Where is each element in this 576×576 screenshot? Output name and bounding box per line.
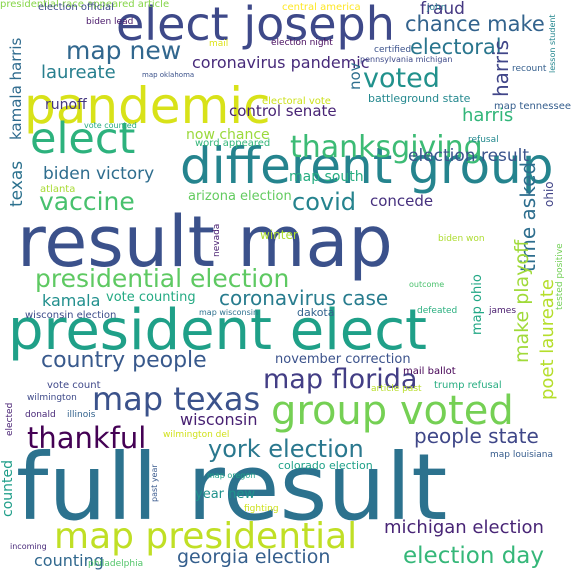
cloud-word: wilmington del: [163, 430, 230, 440]
cloud-word: map oregon: [207, 471, 256, 480]
cloud-word: georgia election: [177, 546, 331, 568]
cloud-word: presidential race appeared article: [0, 0, 170, 10]
cloud-word: article past: [371, 384, 422, 394]
cloud-word: election day: [403, 543, 545, 569]
cloud-word: trump refusal: [434, 380, 502, 391]
cloud-word: philadelphia: [88, 559, 144, 569]
cloud-word: word appeared: [195, 138, 271, 149]
cloud-word: vote counted: [84, 121, 137, 130]
cloud-word: presidential election: [35, 264, 290, 293]
cloud-word: election night: [271, 38, 333, 48]
cloud-word: electoral vote: [262, 96, 331, 107]
cloud-word: election result: [408, 146, 530, 166]
cloud-word: elect joseph: [116, 0, 395, 51]
cloud-word: country people: [41, 348, 207, 373]
cloud-word: vaccine: [39, 187, 135, 216]
cloud-word: james: [489, 306, 517, 316]
cloud-word: coronavirus case: [219, 286, 389, 310]
cloud-word: control senate: [229, 102, 337, 120]
cloud-word: incoming: [10, 542, 47, 551]
cloud-word: map south: [289, 169, 364, 185]
cloud-word: group voted: [271, 388, 514, 434]
cloud-word: biden victory: [43, 164, 155, 184]
cloud-word: york election: [208, 435, 364, 463]
cloud-word: winter: [260, 228, 298, 242]
cloud-word: map ohio: [470, 274, 485, 335]
cloud-word: chance make: [405, 12, 545, 36]
cloud-word: map wisconsin: [199, 308, 259, 317]
cloud-word: defeated: [417, 306, 458, 316]
cloud-word: atlanta: [40, 184, 76, 195]
cloud-word: map tennessee: [494, 101, 572, 112]
cloud-word: mail: [209, 39, 229, 49]
cloud-word: battleground state: [368, 92, 471, 105]
cloud-word: kamala harris: [7, 37, 25, 140]
cloud-word: people state: [414, 424, 539, 448]
cloud-word: counted: [0, 460, 16, 517]
cloud-word: vote count: [47, 380, 101, 391]
cloud-word: biden won: [438, 234, 485, 244]
cloud-word: thanksgiving: [290, 130, 483, 165]
cloud-word: electoral: [410, 35, 502, 59]
cloud-word: voted: [363, 63, 440, 94]
cloud-word: election official: [38, 2, 114, 13]
cloud-word: harris: [489, 39, 513, 97]
cloud-word: wisconsin: [180, 410, 258, 429]
cloud-word: ohio: [542, 181, 556, 207]
cloud-word: year new: [195, 487, 256, 502]
cloud-word: result map: [17, 201, 393, 283]
cloud-word: wisconsin election: [25, 310, 117, 321]
cloud-word: make playoff: [511, 239, 533, 363]
cloud-word: refusal: [468, 135, 499, 145]
cloud-word: outcome: [409, 280, 445, 289]
cloud-word: november correction: [275, 352, 411, 367]
cloud-word: map texas: [92, 380, 261, 418]
cloud-word: mail ballot: [403, 366, 456, 377]
cloud-word: now chance: [186, 127, 270, 143]
cloud-word: coronavirus pandemic: [192, 53, 370, 72]
cloud-word: pandemic: [24, 77, 271, 135]
cloud-word: counting: [34, 551, 104, 570]
cloud-word: elected: [5, 402, 15, 436]
cloud-word: past year: [150, 464, 159, 502]
cloud-word: donald: [25, 410, 56, 420]
cloud-word: lesson student: [548, 14, 557, 73]
cloud-word: covid: [292, 188, 356, 216]
cloud-word: texas: [7, 160, 27, 207]
cloud-word: certified: [374, 45, 412, 55]
cloud-word: map oklahoma: [142, 71, 195, 79]
cloud-word: recount: [512, 64, 547, 74]
cloud-word: laureate: [41, 62, 116, 83]
cloud-word: arizona election: [188, 189, 292, 204]
cloud-word: pennsylvania michigan: [360, 55, 453, 64]
cloud-word: nov: [346, 62, 364, 90]
cloud-word: kamala: [42, 291, 101, 310]
cloud-word: map new: [66, 36, 182, 65]
cloud-word: central america: [282, 2, 361, 13]
cloud-word: nevada: [212, 223, 222, 257]
cloud-word: fighting: [244, 504, 279, 514]
cloud-word: map florida: [263, 364, 418, 395]
cloud-word: vote counting: [106, 290, 196, 305]
cloud-word: dakota: [297, 306, 335, 319]
cloud-word: colorado election: [278, 459, 373, 472]
cloud-word: tested positive: [555, 243, 565, 310]
cloud-word: michigan election: [384, 517, 544, 538]
cloud-word: map louisiana: [490, 450, 553, 460]
cloud-word: wilmington: [27, 393, 77, 403]
cloud-word: president elect: [8, 298, 427, 363]
cloud-word: elect: [30, 114, 136, 164]
cloud-word: different group: [180, 137, 554, 195]
cloud-word: biden lead: [86, 17, 134, 27]
cloud-word: map presidential: [54, 516, 358, 557]
cloud-word: john: [427, 3, 447, 13]
cloud-word: runoff: [45, 97, 87, 113]
cloud-word: thankful: [27, 421, 147, 455]
cloud-word: full result: [16, 434, 448, 541]
cloud-word: harris: [462, 105, 514, 126]
cloud-word: fraud: [420, 0, 465, 19]
cloud-word: illinois: [67, 410, 96, 420]
cloud-word: concede: [370, 192, 434, 210]
